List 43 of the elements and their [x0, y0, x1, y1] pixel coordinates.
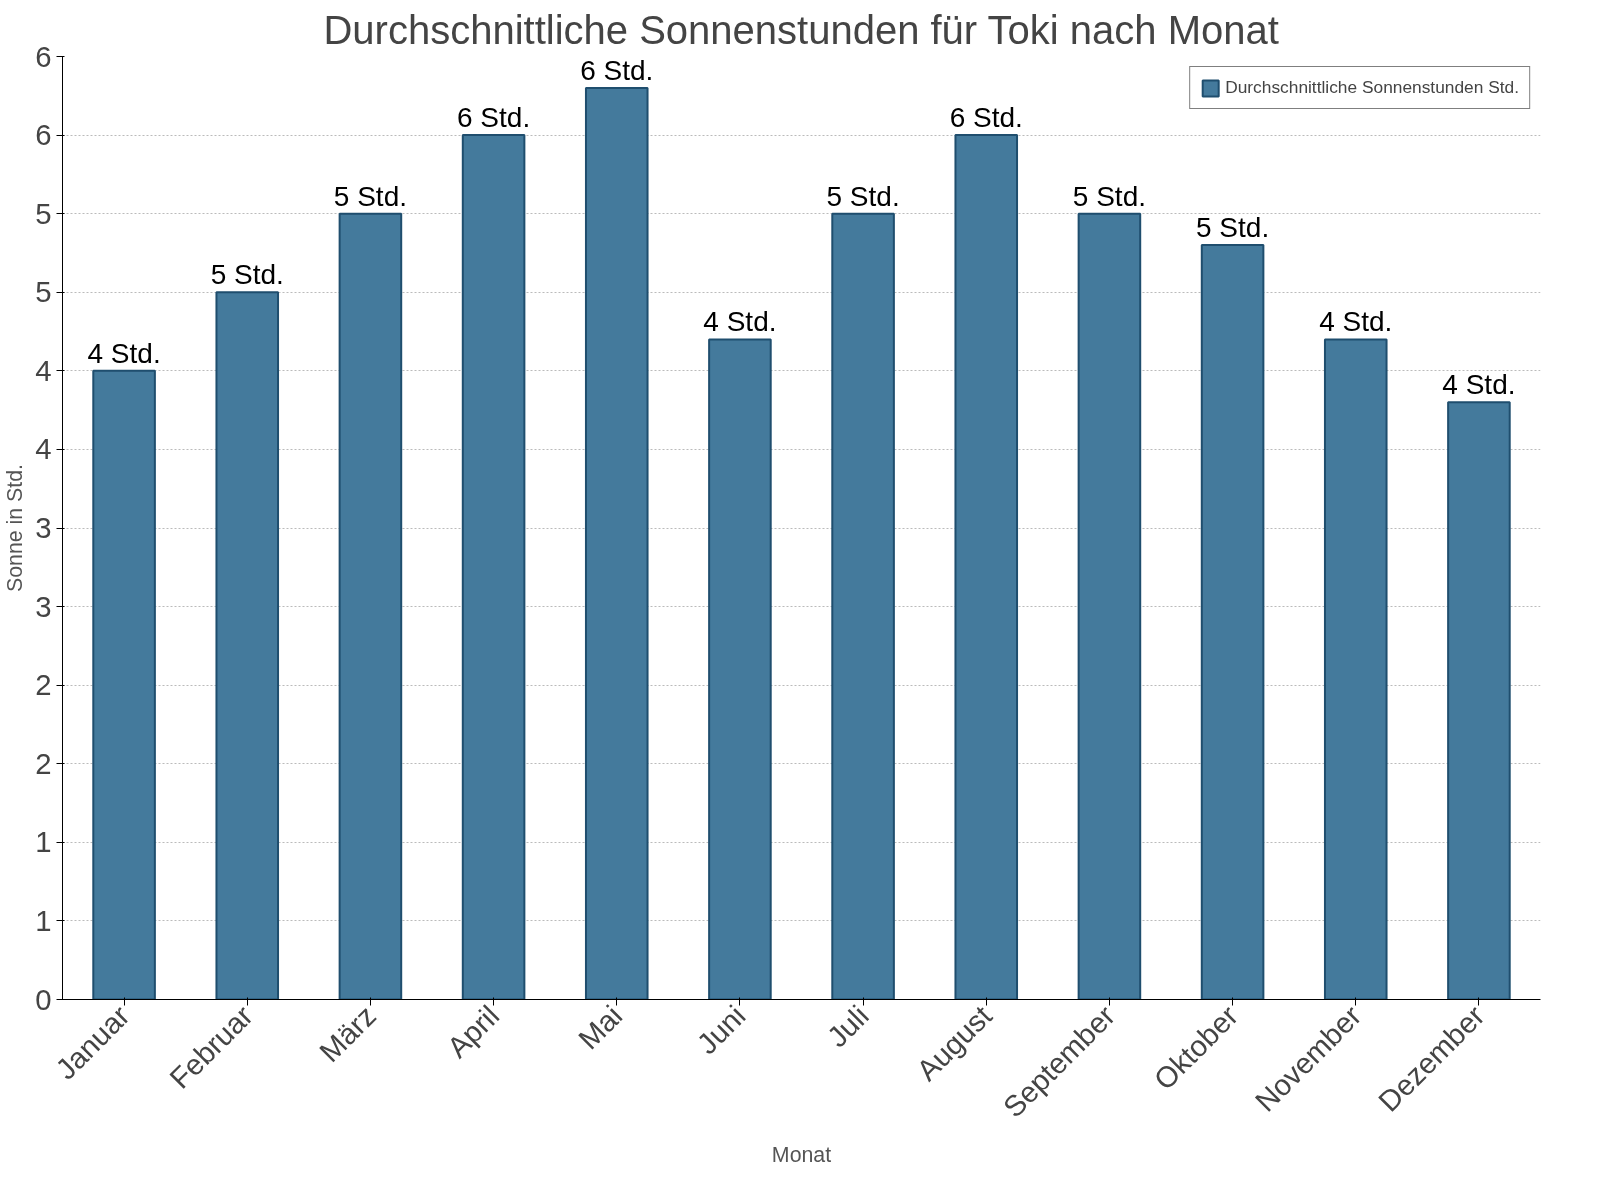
- y-tick-label: 6: [35, 118, 52, 152]
- data-label: 5 Std.: [1072, 180, 1147, 212]
- bar: [831, 212, 895, 1000]
- bar: [92, 369, 156, 1000]
- bar: [1077, 212, 1142, 1000]
- bar: [954, 134, 1019, 1000]
- bar: [1200, 244, 1265, 1000]
- bar: [461, 134, 526, 1000]
- bar: [1323, 338, 1388, 1000]
- chart-title: Durchschnittliche Sonnenstunden für Toki nach Monat: [323, 7, 1279, 52]
- bar: [1447, 401, 1511, 1000]
- y-tick-label: 3: [35, 511, 52, 544]
- y-tick-label: 5: [35, 275, 52, 309]
- data-label: 5 Std.: [826, 180, 900, 212]
- y-tick-label: 2: [35, 746, 52, 780]
- data-label: 6 Std.: [457, 102, 531, 134]
- y-tick-label: 1: [35, 825, 52, 859]
- y-tick-label: 5: [35, 196, 52, 230]
- legend-label: Durchschnittliche Sonnenstunden Std.: [1225, 77, 1519, 98]
- data-label: 5 Std.: [210, 259, 284, 291]
- data-label: 4 Std.: [1442, 369, 1516, 401]
- bar: [338, 212, 403, 1000]
- data-label: 4 Std.: [87, 337, 161, 369]
- y-tick-label: 4: [35, 432, 52, 466]
- data-label: 4 Std.: [703, 306, 777, 338]
- data-label: 4 Std.: [1319, 306, 1393, 338]
- y-tick-label: 2: [35, 668, 52, 702]
- data-label: 5 Std.: [1196, 212, 1270, 244]
- data-label: 5 Std.: [333, 180, 408, 212]
- bar: [584, 86, 649, 1000]
- y-tick-label: 6: [35, 39, 52, 73]
- y-axis-title: Sonne in Std.: [3, 463, 28, 593]
- x-tick-label: Mai: [571, 998, 629, 1056]
- bar: [215, 291, 280, 1000]
- y-tick-label: 3: [35, 589, 52, 623]
- bar: [708, 338, 772, 1000]
- y-tick-label: 0: [35, 982, 52, 1016]
- x-axis-title: Monat: [771, 1143, 832, 1168]
- data-label: 6 Std.: [580, 54, 654, 86]
- x-tick-label: Juli: [820, 998, 875, 1054]
- y-tick-label: 1: [35, 903, 52, 937]
- y-tick-label: 4: [35, 353, 52, 387]
- data-label: 6 Std.: [949, 102, 1023, 134]
